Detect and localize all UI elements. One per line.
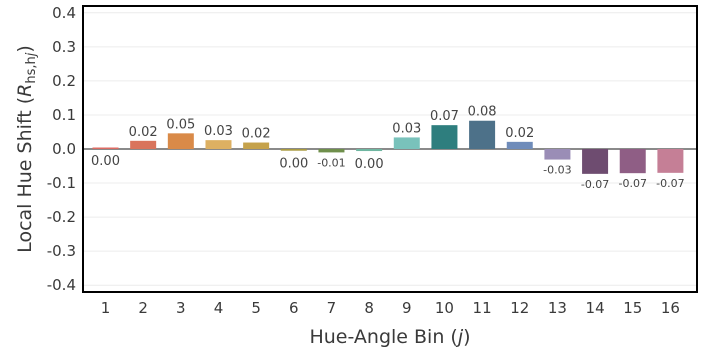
x-tick-label: 16 [661, 299, 680, 317]
bar-label-2: 0.02 [129, 125, 158, 140]
x-axis-label-var: j [455, 326, 464, 348]
bar-label-12: 0.02 [505, 126, 534, 141]
bar-label-5: 0.02 [242, 127, 271, 142]
bar-16 [657, 149, 684, 173]
y-tick-label: 0.0 [52, 140, 76, 158]
bar-6 [280, 149, 307, 151]
y-tick-label: -0.3 [47, 242, 76, 260]
y-axis-label-subscript: hs,h [24, 56, 39, 83]
bar-label-3: 0.05 [166, 117, 195, 132]
bar-label-11: 0.08 [468, 105, 497, 120]
plot-frame [82, 5, 698, 293]
x-tick-label: 12 [510, 299, 529, 317]
gridlines [83, 12, 697, 286]
y-tick-label: -0.4 [47, 276, 76, 294]
y-tick-label: 0.4 [52, 4, 76, 22]
bar-label-15: -0.07 [619, 177, 647, 190]
bar-3 [167, 133, 194, 149]
x-tick-label: 11 [473, 299, 492, 317]
bar-14 [582, 149, 609, 174]
y-tick-label: -0.2 [47, 208, 76, 226]
y-tick-label: -0.1 [47, 174, 76, 192]
y-axis-label-var: R [14, 84, 36, 97]
bar-label-8: 0.00 [355, 157, 384, 172]
bar-2 [130, 140, 157, 149]
y-tick-label: 0.1 [52, 106, 76, 124]
x-tick-label: 7 [327, 299, 337, 317]
bar-label-9: 0.03 [392, 121, 421, 136]
x-tick-label: 2 [138, 299, 148, 317]
x-tick-label: 5 [251, 299, 261, 317]
bar-label-1: 0.00 [91, 154, 120, 169]
bar-label-14: -0.07 [581, 178, 609, 191]
x-axis-label-main: Hue-Angle Bin ( [309, 326, 457, 348]
x-tick-labels: 1 2 3 4 5 6 7 8 9 10 11 12 13 14 15 16 [101, 299, 680, 317]
y-axis-label-close: ) [14, 45, 36, 52]
x-tick-label: 10 [435, 299, 454, 317]
bar-label-13: -0.03 [543, 164, 571, 177]
x-tick-label: 13 [548, 299, 567, 317]
bar-12 [506, 141, 533, 149]
bar-15 [619, 149, 646, 174]
y-axis-label-subscript-var: j [24, 52, 39, 58]
bar-4 [205, 140, 232, 149]
x-axis-label-close: ) [463, 326, 470, 348]
bar-label-10: 0.07 [430, 109, 459, 124]
x-tick-label: 8 [364, 299, 374, 317]
y-tick-label: 0.3 [52, 38, 76, 56]
x-tick-label: 9 [402, 299, 412, 317]
x-tick-label: 1 [101, 299, 111, 317]
bar-13 [544, 149, 571, 160]
bar-label-4: 0.03 [204, 124, 233, 139]
bar-label-16: -0.07 [656, 177, 684, 190]
bar-value-labels: 0.00 0.02 0.05 0.03 0.02 0.00 -0.01 0.00 0.03 0.0… [91, 105, 685, 191]
bar-1 [92, 147, 119, 149]
bar-7 [318, 149, 345, 153]
bars [92, 120, 684, 174]
y-tick-label: 0.2 [52, 72, 76, 90]
bar-8 [356, 149, 383, 152]
bar-label-6: 0.00 [279, 157, 308, 172]
x-tick-label: 14 [586, 299, 605, 317]
bar-9 [393, 137, 420, 149]
x-tick-label: 4 [214, 299, 224, 317]
bar-11 [469, 120, 496, 149]
x-axis-label: Hue-Angle Bin (j) [309, 326, 470, 348]
y-axis-label: Local Hue Shift (Rhs,hj) [14, 45, 39, 253]
x-tick-label: 15 [623, 299, 642, 317]
y-axis-label-main: Local Hue Shift ( [14, 97, 36, 253]
bar-5 [243, 142, 270, 149]
bar-10 [431, 125, 458, 149]
x-tick-label: 6 [289, 299, 299, 317]
bar-label-7: -0.01 [317, 156, 345, 169]
y-tick-labels: 0.4 0.3 0.2 0.1 0.0 -0.1 -0.2 -0.3 -0.4 [47, 4, 76, 294]
x-tick-label: 3 [176, 299, 186, 317]
